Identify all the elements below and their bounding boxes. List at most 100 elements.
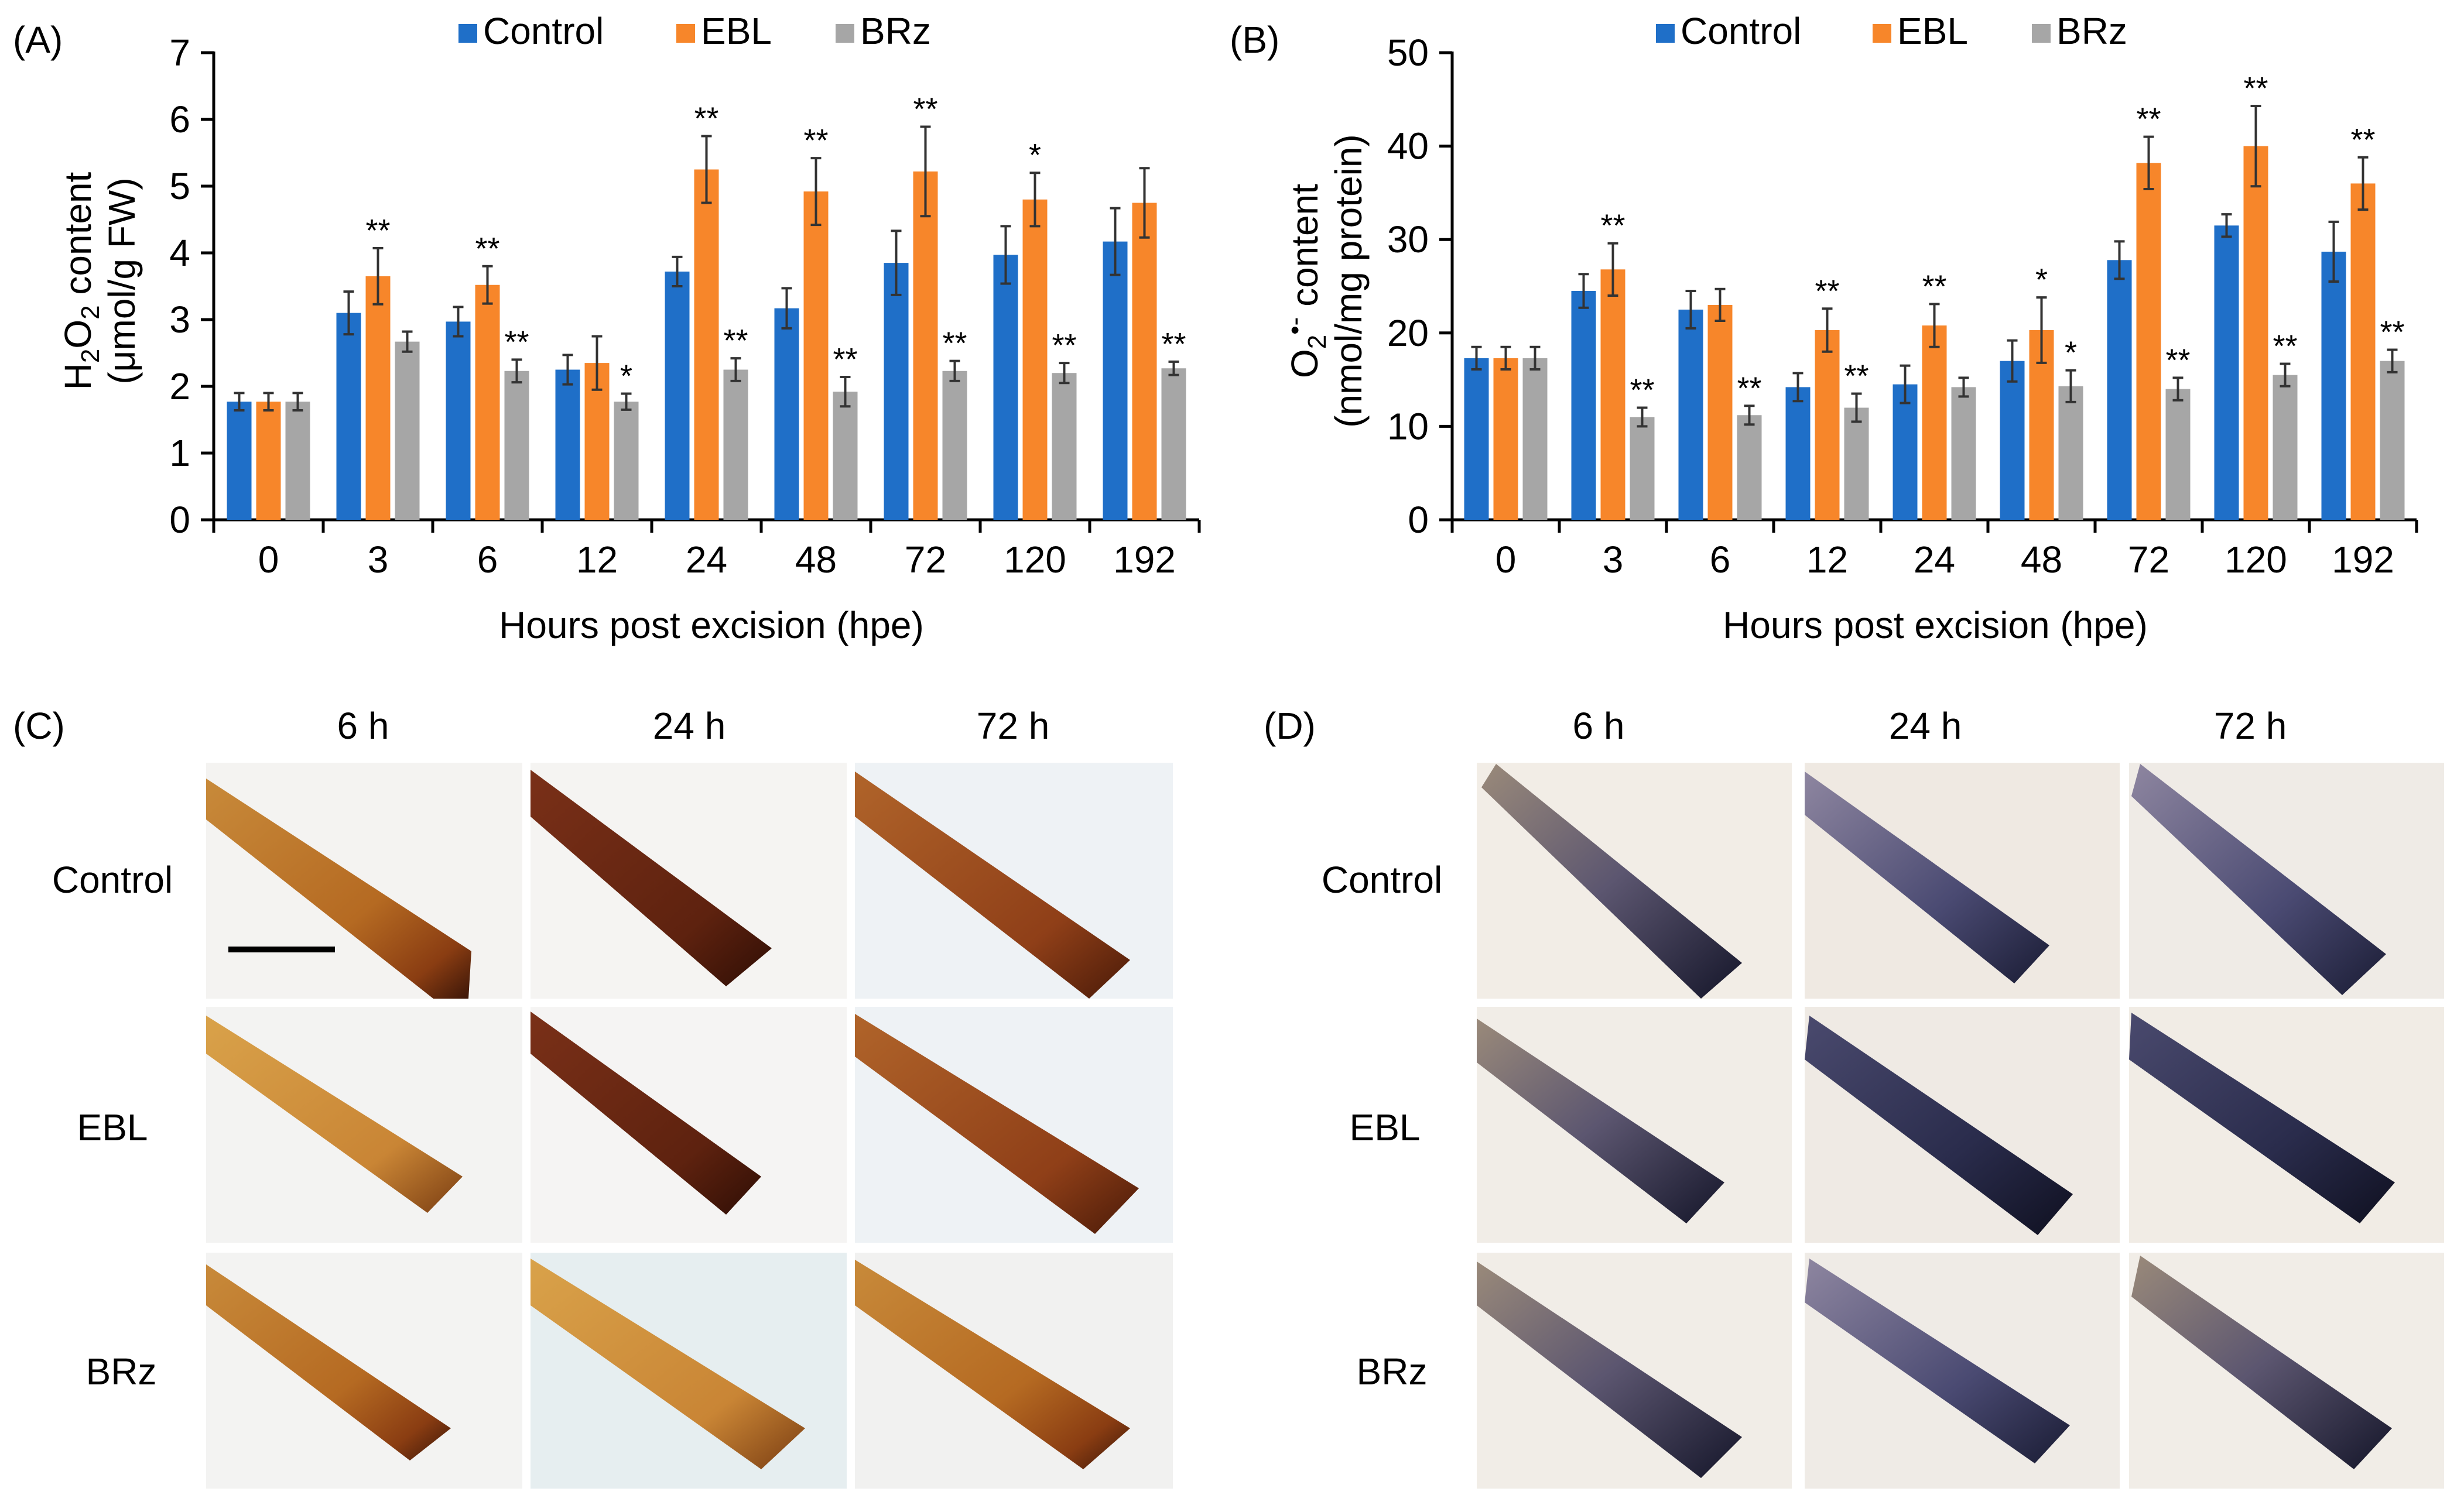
photo-c-brz-72h	[855, 1253, 1173, 1489]
significance-mark: **	[723, 323, 748, 358]
photo-c-control-72h	[855, 763, 1173, 999]
bar-control-3	[336, 313, 361, 520]
significance-mark: **	[694, 101, 718, 136]
significance-mark: **	[833, 342, 857, 377]
legend-label-ebl: EBL	[701, 10, 772, 52]
x-tick-label-b: 72	[2128, 539, 2169, 581]
legend-swatch-control	[458, 24, 477, 43]
y-label-mid: O	[57, 320, 99, 349]
legend-swatch-brz	[2032, 24, 2051, 43]
y-label-prefix: O	[1284, 349, 1326, 378]
photo-c-brz-6h	[206, 1253, 522, 1489]
bar-control-48	[774, 308, 799, 520]
photo-c-ebl-6h	[206, 1007, 522, 1243]
bar-ebl-24	[694, 169, 719, 520]
legend-swatch-ebl	[676, 24, 695, 43]
y-tick-label-a: 4	[169, 232, 190, 274]
bar-ebl-120	[2243, 146, 2268, 520]
significance-mark: **	[475, 231, 499, 266]
significance-mark: **	[1815, 273, 1839, 308]
legend-b: Control EBL BRz	[1656, 10, 2127, 52]
bar-brz-12	[614, 402, 639, 520]
bar-control-24	[665, 271, 690, 520]
significance-mark: *	[620, 359, 632, 394]
significance-mark: **	[2350, 122, 2375, 157]
photo-c-control-6h	[206, 763, 522, 999]
bar-control-0	[1464, 358, 1489, 520]
photo-d-control-6h	[1477, 763, 1792, 999]
bar-ebl-120	[1022, 199, 1048, 520]
bar-control-72	[884, 263, 909, 520]
bar-brz-48	[2058, 386, 2083, 520]
photo-c-control-24h	[531, 763, 847, 999]
y-tick-label-a: 1	[169, 432, 190, 474]
legend-label-brz: BRz	[860, 10, 931, 52]
significance-mark: **	[2243, 71, 2268, 106]
panel-c-row-brz: BRz	[86, 1350, 157, 1393]
significance-mark: *	[2065, 335, 2077, 371]
significance-mark: **	[1052, 328, 1076, 363]
y-axis-label-line1-a: H2O2 content	[57, 172, 105, 390]
panel-c-col-72h: 72 h	[977, 705, 1050, 747]
legend-label-control: Control	[483, 10, 604, 52]
legend-label-control: Control	[1681, 10, 1801, 52]
panel-c-dab-staining: (C) 6 h 24 h 72 h Control EBL BRz	[13, 705, 1173, 1489]
y-tick-label-a: 3	[169, 299, 190, 341]
x-tick-label-a: 192	[1113, 539, 1176, 581]
bar-brz-120	[1052, 373, 1077, 520]
bar-control-12	[1785, 387, 1811, 520]
y-tick-label-a: 6	[169, 98, 190, 140]
bar-ebl-6	[475, 284, 500, 520]
bar-brz-3	[395, 341, 420, 520]
y-label-suffix: content	[57, 172, 99, 305]
significance-mark: **	[1600, 208, 1625, 244]
x-tick-label-b: 48	[2021, 539, 2062, 581]
significance-mark: *	[2035, 262, 2048, 297]
y-axis-label-line2-a: (μmol/g FW)	[101, 177, 143, 384]
significance-mark: **	[2136, 102, 2161, 137]
photo-d-control-24h	[1805, 763, 2120, 999]
y-tick-label-b: 20	[1387, 312, 1429, 354]
x-tick-label-a: 48	[795, 539, 837, 581]
y-axis-label-line1-b: O2•- content	[1281, 184, 1332, 378]
x-tick-label-a: 120	[1004, 539, 1066, 581]
bar-control-192	[1103, 241, 1128, 520]
significance-mark: **	[913, 92, 937, 127]
bar-brz-48	[833, 392, 858, 520]
y-tick-label-b: 40	[1387, 125, 1429, 167]
x-tick-label-b: 24	[1914, 539, 1955, 581]
bar-control-120	[2214, 225, 2239, 520]
photo-c-ebl-72h	[855, 1007, 1173, 1243]
y-axis-label-a: H2O2 content (μmol/g FW)	[57, 172, 143, 390]
panel-c-row-ebl: EBL	[77, 1106, 148, 1148]
y-label-sub: 2	[1303, 335, 1332, 349]
bar-brz-24	[1951, 387, 1976, 520]
chart-b: (B) Control EBL BRz O2•- content (nmol/mg p…	[1230, 10, 2418, 646]
photo-c-brz-24h	[531, 1253, 847, 1489]
photo-d-control-72h	[2129, 763, 2444, 999]
significance-mark: **	[365, 213, 390, 248]
significance-mark: **	[803, 123, 828, 158]
bar-control-192	[2321, 251, 2346, 520]
bar-ebl-24	[1922, 325, 1947, 520]
significance-mark: *	[1029, 138, 1041, 173]
y-label-sub: 2	[76, 349, 105, 363]
x-tick-label-b: 12	[1806, 539, 1848, 581]
x-tick-label-a: 24	[686, 539, 727, 581]
panel-label-a: (A)	[13, 19, 63, 61]
panel-d-col-72h: 72 h	[2214, 705, 2287, 747]
bar-ebl-0	[256, 402, 281, 520]
y-label-sub2: 2	[76, 305, 105, 319]
bar-control-6	[1678, 309, 1703, 520]
x-tick-label-b: 6	[1710, 539, 1731, 581]
significance-mark: **	[942, 326, 967, 361]
x-tick-label-a: 0	[258, 539, 279, 581]
bar-control-0	[227, 402, 252, 520]
bar-ebl-72	[913, 171, 938, 520]
photo-d-brz-24h	[1805, 1253, 2120, 1489]
x-tick-label-b: 0	[1495, 539, 1517, 581]
bar-control-6	[446, 321, 471, 520]
bar-control-48	[2000, 361, 2025, 520]
bars-a: ****************** ** ** **	[227, 92, 1186, 520]
